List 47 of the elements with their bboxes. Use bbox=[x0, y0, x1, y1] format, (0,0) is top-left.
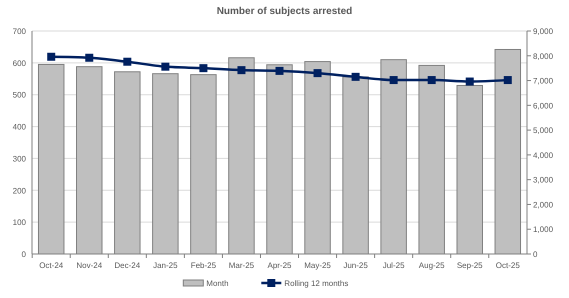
x-tick-label: Oct-25 bbox=[496, 261, 520, 270]
x-tick-label: Oct-24 bbox=[39, 261, 64, 270]
point bbox=[390, 76, 398, 84]
point bbox=[161, 62, 170, 71]
y2-tick-label: 1,000 bbox=[533, 225, 554, 234]
x-tick-label: Feb-25 bbox=[190, 261, 217, 270]
y-tick-label: 600 bbox=[12, 58, 27, 68]
x-tick-label: Aug-25 bbox=[418, 261, 446, 270]
x-tick-label: Sep-25 bbox=[456, 261, 484, 270]
x-tick-label: Dec-24 bbox=[114, 261, 141, 270]
y2-tick-label: 4,000 bbox=[533, 150, 554, 160]
y-tick-label: 400 bbox=[12, 122, 27, 132]
y-tick-label: 300 bbox=[12, 154, 27, 164]
x-tick-label: May-25 bbox=[304, 261, 332, 270]
legend-label: Month bbox=[206, 279, 229, 288]
y2-tick-label: 7,000 bbox=[533, 76, 554, 86]
point bbox=[47, 52, 56, 61]
y2-tick-label: 0 bbox=[533, 250, 538, 259]
x-tick-label: Jan-25 bbox=[153, 261, 178, 270]
point bbox=[199, 64, 208, 72]
y-tick-label: 700 bbox=[12, 27, 27, 36]
x-tick-label: Apr-25 bbox=[267, 261, 292, 270]
y2-tick-label: 2,000 bbox=[533, 200, 554, 210]
y-tick-label: 100 bbox=[12, 218, 27, 228]
y2-tick-label: 5,000 bbox=[533, 126, 554, 136]
y2-tick-label: 6,000 bbox=[533, 101, 554, 110]
y-tick-label: 200 bbox=[12, 186, 27, 196]
y-tick-label: 0 bbox=[22, 250, 27, 259]
point bbox=[352, 72, 360, 81]
x-tick-label: Jun-25 bbox=[343, 261, 368, 270]
legend-label: Rolling 12 months bbox=[284, 279, 348, 288]
point bbox=[504, 76, 512, 84]
x-tick-label: Jul-25 bbox=[382, 261, 406, 270]
point bbox=[123, 58, 132, 66]
point bbox=[428, 76, 436, 84]
y2-tick-label: 9,000 bbox=[533, 27, 554, 36]
y-tick-label: 500 bbox=[12, 90, 27, 100]
x-tick-label: Mar-25 bbox=[228, 261, 255, 270]
chart-title: Number of subjects arrested bbox=[216, 6, 352, 17]
point bbox=[466, 78, 474, 86]
y2-tick-label: 8,000 bbox=[533, 52, 554, 61]
point bbox=[85, 54, 94, 62]
point bbox=[276, 66, 284, 75]
point bbox=[314, 69, 322, 78]
point bbox=[237, 66, 246, 74]
y2-tick-label: 3,000 bbox=[533, 176, 554, 185]
x-tick-label: Nov-24 bbox=[76, 261, 103, 270]
